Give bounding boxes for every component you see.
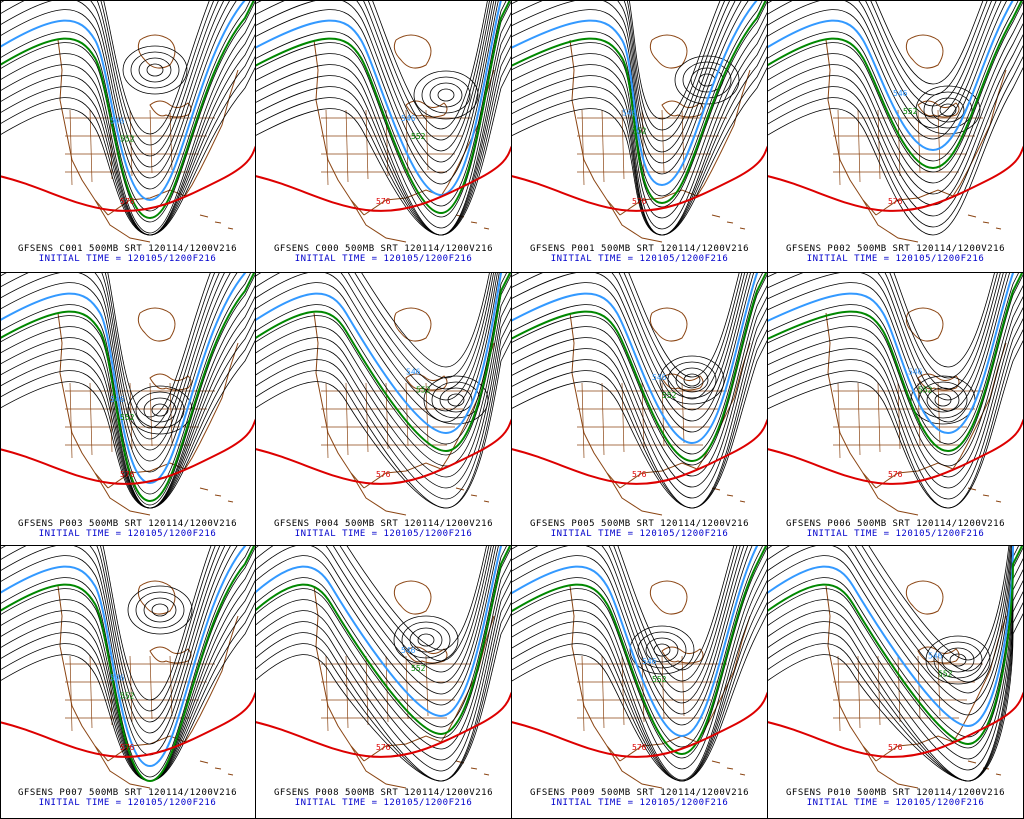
contour-label-552: 552	[938, 670, 953, 679]
panel-p010: 546 552 576 GFSENS P010 500MB SRT 120114/1…	[768, 546, 1023, 818]
panel-subtitle: INITIAL TIME = 120105/1200F216	[550, 254, 729, 264]
panel-title: GFSENS P008 500MB SRT 120114/1200V216	[274, 788, 493, 798]
panel-p007: 546 552 576 GFSENS P007 500MB SRT 120114/1…	[0, 546, 255, 818]
contour-label-546: 546	[110, 395, 125, 404]
contour-label-546: 546	[652, 373, 667, 382]
panel-title: GFSENS P010 500MB SRT 120114/1200V216	[786, 788, 1005, 798]
panel-subtitle: INITIAL TIME = 120105/1200F216	[294, 798, 473, 808]
contour-label-546: 546	[928, 652, 943, 661]
map-c001: 546 552 576	[0, 0, 255, 243]
panel-p002: 546 552 576 GFSENS P002 500MB SRT 120114/1…	[768, 0, 1023, 272]
panel-divider	[0, 0, 1, 819]
contour-label-576: 576	[376, 470, 391, 479]
contour-label-576: 576	[888, 197, 903, 206]
map-p002: 546 552 576	[768, 0, 1023, 243]
contour-label-576: 576	[376, 197, 391, 206]
panel-p005: 546 552 576 GFSENS P005 500MB SRT 120114/1…	[512, 273, 767, 545]
contour-label-552: 552	[120, 692, 135, 701]
contour-label-552: 552	[662, 391, 677, 400]
panel-subtitle: INITIAL TIME = 120105/1200F216	[806, 798, 985, 808]
panel-p001: 546 552 576 GFSENS P001 500MB SRT 120114/1…	[512, 0, 767, 272]
contour-label-576: 576	[888, 743, 903, 752]
panel-subtitle: INITIAL TIME = 120105/1200F216	[38, 798, 217, 808]
panel-title: GFSENS P009 500MB SRT 120114/1200V216	[530, 788, 749, 798]
contour-label-546: 546	[642, 657, 657, 666]
panel-title: GFSENS P002 500MB SRT 120114/1200V216	[786, 244, 1005, 254]
panel-subtitle: INITIAL TIME = 120105/1200F216	[38, 529, 217, 539]
contour-label-552: 552	[632, 126, 647, 135]
panel-title: GFSENS C000 500MB SRT 120114/1200V216	[274, 244, 493, 254]
panel-subtitle: INITIAL TIME = 120105/1200F216	[294, 254, 473, 264]
contour-label-576: 576	[888, 470, 903, 479]
contour-label-546: 546	[401, 646, 416, 655]
contour-label-552: 552	[416, 386, 431, 395]
panel-subtitle: INITIAL TIME = 120105/1200F216	[806, 529, 985, 539]
contour-label-552: 552	[120, 413, 135, 422]
panel-divider	[767, 0, 768, 819]
map-p007: 546 552 576	[0, 546, 255, 789]
map-p008: 546 552 576	[256, 546, 511, 789]
map-p001: 546 552 576	[512, 0, 767, 243]
contour-label-552: 552	[652, 675, 667, 684]
contour-label-546: 546	[406, 368, 421, 377]
contour-label-576: 576	[632, 197, 647, 206]
contour-label-576: 576	[120, 743, 135, 752]
contour-label-576: 576	[120, 470, 135, 479]
contour-label-552: 552	[918, 386, 933, 395]
panel-divider	[255, 0, 256, 819]
map-p010: 546 552 576	[768, 546, 1023, 789]
panel-title: GFSENS P005 500MB SRT 120114/1200V216	[530, 519, 749, 529]
panel-title: GFSENS P004 500MB SRT 120114/1200V216	[274, 519, 493, 529]
contour-label-546: 546	[110, 117, 125, 126]
panel-subtitle: INITIAL TIME = 120105/1200F216	[806, 254, 985, 264]
panel-divider	[511, 0, 512, 819]
panel-divider	[0, 545, 1024, 546]
panel-p004: 546 552 576 GFSENS P004 500MB SRT 120114/1…	[256, 273, 511, 545]
contour-label-552: 552	[120, 135, 135, 144]
panel-title: GFSENS P001 500MB SRT 120114/1200V216	[530, 244, 749, 254]
panel-title: GFSENS P007 500MB SRT 120114/1200V216	[18, 788, 237, 798]
contour-label-546: 546	[110, 674, 125, 683]
panel-c001: 546 552 576 GFSENS C001 500MB SRT 120114/1…	[0, 0, 255, 272]
panel-divider	[0, 272, 1024, 273]
contour-label-546: 546	[893, 89, 908, 98]
panel-title: GFSENS C001 500MB SRT 120114/1200V216	[18, 244, 237, 254]
contour-label-546: 546	[401, 114, 416, 123]
contour-label-576: 576	[120, 197, 135, 206]
contour-label-576: 576	[632, 743, 647, 752]
map-p004: 546 552 576	[256, 273, 511, 516]
contour-label-552: 552	[411, 664, 426, 673]
panel-title: GFSENS P003 500MB SRT 120114/1200V216	[18, 519, 237, 529]
contour-label-576: 576	[632, 470, 647, 479]
map-c000: 546 552 576	[256, 0, 511, 243]
panel-subtitle: INITIAL TIME = 120105/1200F216	[38, 254, 217, 264]
panel-p003: 546 552 576 GFSENS P003 500MB SRT 120114/1…	[0, 273, 255, 545]
panel-subtitle: INITIAL TIME = 120105/1200F216	[294, 529, 473, 539]
panel-subtitle: INITIAL TIME = 120105/1200F216	[550, 798, 729, 808]
panel-p006: 546 552 576 GFSENS P006 500MB SRT 120114/1…	[768, 273, 1023, 545]
map-p009: 546 552 576	[512, 546, 767, 789]
map-p006: 546 552 576	[768, 273, 1023, 516]
map-p003: 546 552 576	[0, 273, 255, 516]
contour-label-576: 576	[376, 743, 391, 752]
contour-label-546: 546	[908, 368, 923, 377]
panel-p008: 546 552 576 GFSENS P008 500MB SRT 120114/1…	[256, 546, 511, 818]
panel-p009: 546 552 576 GFSENS P009 500MB SRT 120114/1…	[512, 546, 767, 818]
panel-divider	[0, 0, 1024, 1]
contour-label-552: 552	[903, 107, 918, 116]
panel-c000: 546 552 576 GFSENS C000 500MB SRT 120114/1…	[256, 0, 511, 272]
panel-subtitle: INITIAL TIME = 120105/1200F216	[550, 529, 729, 539]
contour-label-546: 546	[622, 108, 637, 117]
map-p005: 546 552 576	[512, 273, 767, 516]
panel-title: GFSENS P006 500MB SRT 120114/1200V216	[786, 519, 1005, 529]
contour-label-552: 552	[411, 132, 426, 141]
